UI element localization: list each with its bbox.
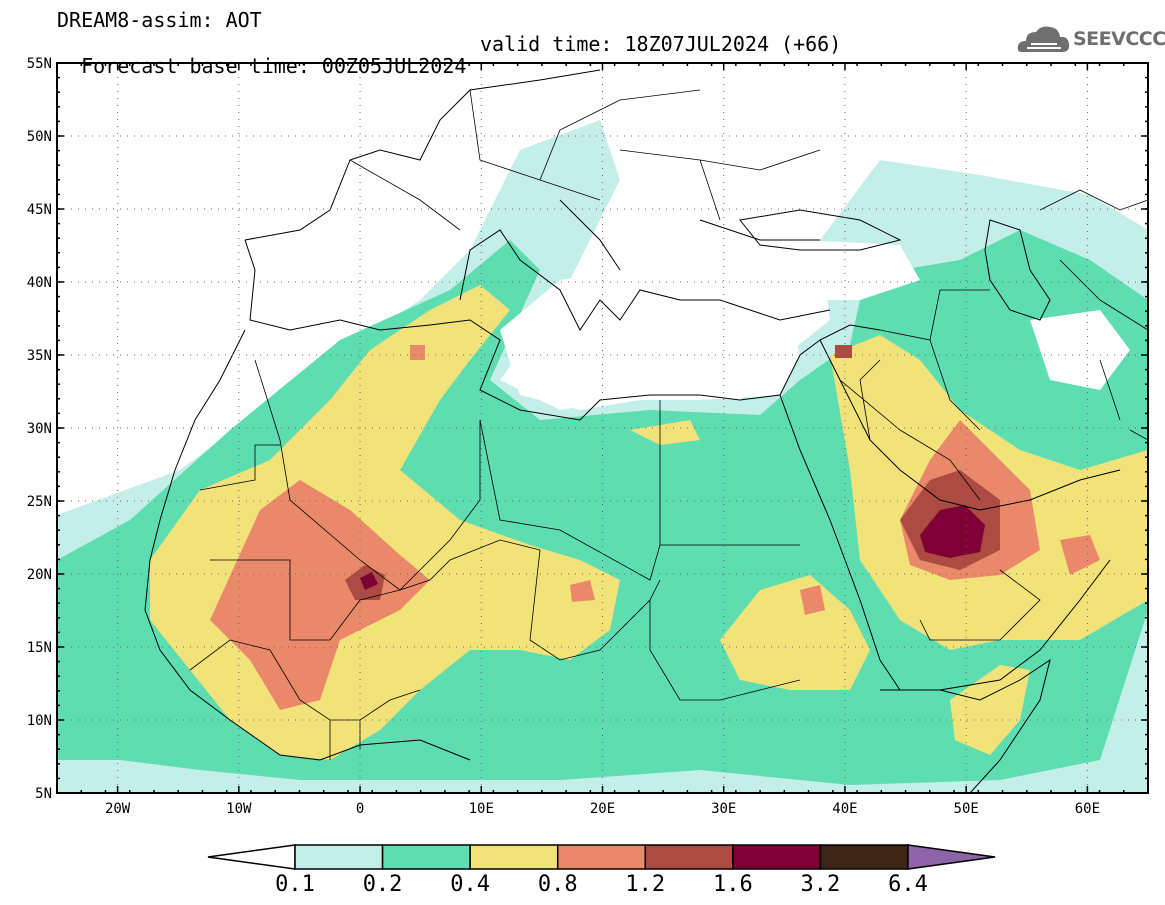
border-algeria — [254, 359, 481, 591]
colorbar-label: 3.2 — [801, 872, 841, 897]
gridlines — [57, 63, 1148, 793]
aot-below-0.1-iran — [1030, 310, 1130, 390]
caspian-sea — [984, 219, 1051, 321]
aot-0.8-region-ethiopia — [800, 585, 825, 615]
lat-label: 45N — [27, 202, 52, 218]
coastline-europe — [244, 69, 831, 331]
border-iraq-iran — [879, 289, 990, 431]
lat-label: 20N — [27, 567, 52, 583]
lat-label: 40N — [27, 275, 52, 291]
coastlines — [144, 69, 1121, 793]
aot-0.4-region-sudan — [720, 575, 870, 690]
lon-label: 10E — [469, 801, 494, 817]
border-east — [1039, 189, 1148, 441]
lon-label: 10W — [226, 801, 252, 817]
border-europe — [349, 89, 821, 231]
colorbar-label: 6.4 — [888, 872, 928, 897]
border-chad-sudan — [529, 549, 661, 661]
colorbar-over-arrow — [907, 844, 996, 870]
lon-label: 0 — [356, 801, 364, 817]
map-title: DREAM8-assim: AOT — [57, 8, 262, 32]
aot-0.8-region-tunisia — [410, 345, 425, 360]
aot-below-0.1-mediterranean — [500, 270, 800, 410]
colorbar-under-arrow — [207, 844, 296, 870]
base-time-label: Forecast base time: 00Z05JUL2024 — [81, 54, 467, 78]
lat-label: 25N — [27, 494, 52, 510]
cloud-icon — [1017, 26, 1070, 52]
aot-below-0.1-turkey — [800, 240, 920, 300]
aot-0.4-region-somalia — [950, 665, 1030, 755]
aot-0.8-region-oman — [1060, 535, 1100, 575]
valid-time-label: valid time: 18Z07JUL2024 (+66) — [480, 32, 842, 56]
border-sudan-south — [649, 600, 801, 701]
border-saudi — [839, 359, 1041, 641]
lat-label: 5N — [35, 786, 52, 802]
lat-label: 15N — [27, 640, 52, 656]
lon-label: 20E — [590, 801, 615, 817]
border-mauritania — [199, 444, 291, 640]
colorbar-swatch — [556, 844, 647, 870]
colorbar-swatch — [469, 844, 559, 870]
lon-label: 20W — [105, 801, 131, 817]
axis-ticks — [56, 62, 1149, 794]
aot-0.8-region-chad — [570, 580, 595, 602]
seevccc-logo: SEEVCCC — [1017, 22, 1165, 56]
colorbar-label: 1.2 — [625, 872, 665, 897]
colorbar-label: 0.2 — [363, 872, 403, 897]
black-sea — [739, 209, 902, 251]
colorbar-swatch — [294, 844, 384, 870]
coastline-horn — [939, 658, 1051, 793]
logo-text: SEEVCCC — [1073, 28, 1165, 50]
colorbar: 0.1 0.2 0.4 0.8 1.2 1.6 3.2 6.4 — [207, 844, 996, 897]
border-libya-egypt — [479, 400, 800, 581]
aot-field — [57, 120, 1148, 793]
lat-label: 10N — [27, 713, 52, 729]
country-borders — [189, 89, 1148, 760]
border-mali-niger — [290, 539, 541, 641]
aot-1.6-region-mali — [360, 572, 378, 590]
colorbar-label: 0.1 — [275, 872, 315, 897]
aot-1.6-region-arabia — [920, 505, 985, 558]
lat-label: 30N — [27, 421, 52, 437]
aot-1.2-region-iraq — [835, 345, 852, 358]
latitude-labels: 55N 50N 45N 40N 35N 30N 25N 20N 15N 10N 5N — [27, 56, 52, 802]
lon-label: 50E — [954, 801, 979, 817]
colorbar-label: 0.4 — [450, 872, 490, 897]
longitude-labels: 20W 10W 0 10E 20E 30E 40E 50E 60E — [105, 801, 1100, 817]
colorbar-swatch — [732, 844, 822, 870]
lat-label: 50N — [27, 129, 52, 145]
colorbar-swatch — [819, 844, 909, 870]
colorbar-label: 1.6 — [713, 872, 753, 897]
colorbar-swatch — [644, 844, 734, 870]
lon-label: 60E — [1075, 801, 1100, 817]
lat-label: 55N — [27, 56, 52, 72]
colorbar-swatch — [381, 844, 471, 870]
aot-0.4-region-libya — [630, 420, 700, 445]
coastline-west-africa — [144, 239, 881, 761]
lon-label: 40E — [832, 801, 857, 817]
lon-label: 30E — [711, 801, 736, 817]
forecast-times: Forecast base time: 00Z05JUL2024 valid ti… — [57, 33, 841, 78]
colorbar-label: 0.8 — [538, 872, 578, 897]
aot-0.8-region-mali — [210, 480, 430, 710]
lat-label: 35N — [27, 348, 52, 364]
